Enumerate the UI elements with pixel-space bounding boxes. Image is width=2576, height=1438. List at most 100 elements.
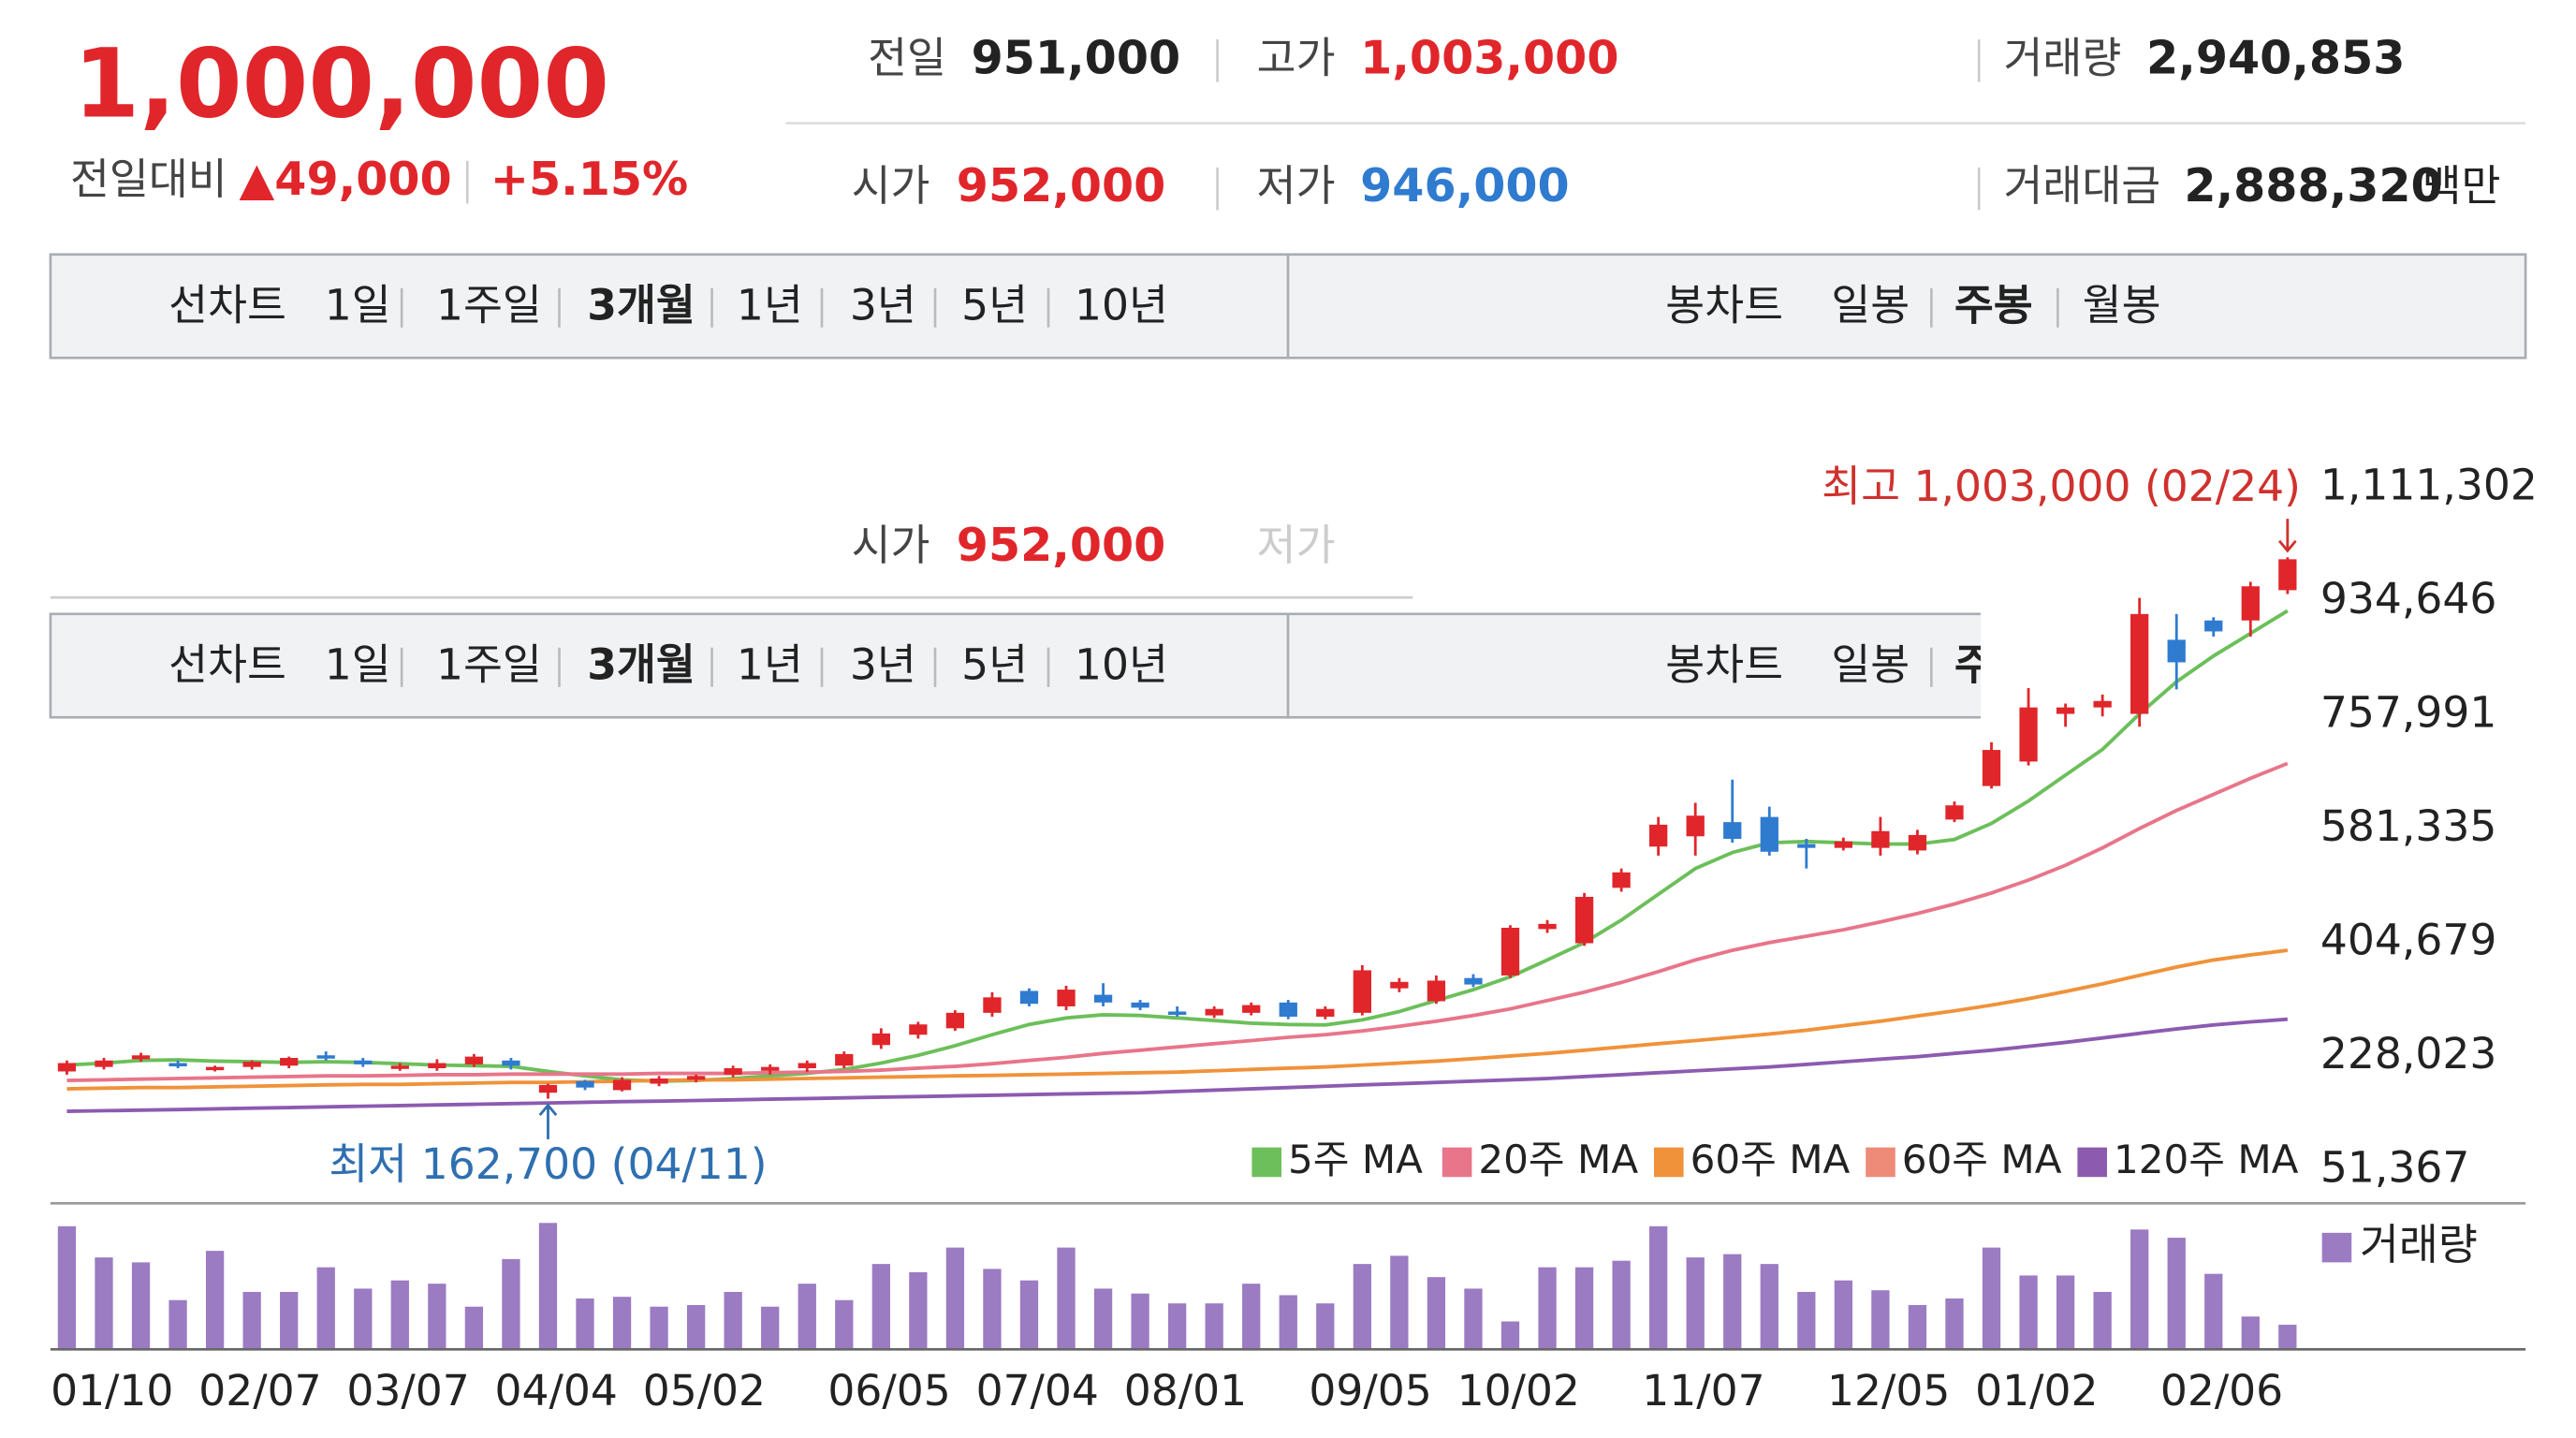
volume-bar — [576, 1298, 594, 1350]
ma-line — [66, 1017, 2288, 1113]
candle-body — [686, 1076, 706, 1080]
candle-body — [2056, 707, 2075, 714]
legend-label: 60주 MA — [1902, 1137, 2062, 1182]
tab[interactable]: 3개월 — [587, 639, 695, 689]
tab[interactable]: 1년 — [737, 280, 803, 330]
summary-label: 시가 — [852, 521, 930, 570]
tab[interactable]: 1주일 — [436, 639, 542, 689]
volume-bar — [538, 1223, 558, 1350]
candle-body — [909, 1024, 928, 1035]
candle-body — [1242, 1005, 1261, 1013]
tab[interactable]: 1일 — [325, 280, 391, 330]
volume-bar — [95, 1257, 113, 1350]
volume-bar — [909, 1271, 928, 1350]
candle-body — [1834, 841, 1853, 848]
tab: 봉차트 — [1665, 280, 1783, 330]
candle-body — [95, 1060, 113, 1067]
annotation-low: 최저 162,700 (04/11) — [329, 1139, 767, 1189]
tab[interactable]: 일봉 — [1831, 280, 1910, 330]
tab[interactable]: 3년 — [850, 639, 916, 689]
candle-body — [1131, 1002, 1149, 1008]
volume-bar — [1908, 1304, 1927, 1350]
tab[interactable]: 월봉 — [2083, 280, 2161, 330]
x-tick-label: 10/02 — [1457, 1366, 1580, 1416]
candle-body — [2204, 620, 2223, 632]
x-tick-label: 01/02 — [1975, 1366, 2098, 1416]
volume-bar — [1093, 1288, 1113, 1350]
volume-bar — [1760, 1264, 1778, 1350]
legend-label: 20주 MA — [1478, 1137, 1638, 1182]
legend-swatch — [1654, 1147, 1684, 1178]
x-tick-label: 09/05 — [1309, 1366, 1431, 1416]
tab[interactable]: 10년 — [1075, 280, 1168, 330]
tab[interactable]: 10년 — [1075, 639, 1168, 689]
volume-bar — [650, 1306, 668, 1350]
legend-swatch — [1866, 1147, 1895, 1178]
candle-body — [761, 1066, 780, 1071]
y-tick-label: 404,679 — [2320, 916, 2496, 965]
summary-unit: 백만 — [2422, 161, 2501, 211]
tab[interactable]: 주봉 — [1954, 280, 2033, 330]
x-tick-label: 06/05 — [827, 1366, 950, 1416]
volume-bar — [464, 1306, 484, 1350]
tab-bar-overlay: 선차트 1일 1주일 3개월 1년 3년 5년 10년 봉차트 일봉 주봉 월봉 — [49, 612, 2161, 719]
tab[interactable]: 5년 — [961, 639, 1028, 689]
tab-bar: 선차트 1일 1주일 3개월 1년 3년 5년 10년 봉차트 일봉 주봉 월봉 — [49, 253, 2527, 360]
tab[interactable]: 5년 — [961, 280, 1028, 330]
volume-bar — [686, 1304, 706, 1350]
tab[interactable]: 주봉 — [1954, 639, 2033, 689]
volume-bar — [2130, 1229, 2149, 1350]
candle-body — [1093, 994, 1113, 1003]
summary-label: 전일 — [868, 33, 946, 82]
tab[interactable]: 3년 — [850, 280, 916, 330]
candle-body — [390, 1065, 409, 1069]
x-tick-label: 05/02 — [643, 1366, 766, 1416]
x-tick-label: 01/10 — [51, 1366, 173, 1416]
candle-body — [428, 1063, 446, 1069]
tab[interactable]: 월봉 — [2083, 639, 2161, 689]
volume-bar — [1057, 1247, 1076, 1350]
volume-bar — [1945, 1298, 1964, 1350]
x-tick-label: 02/06 — [2160, 1366, 2283, 1416]
volume-bar — [57, 1225, 77, 1350]
candle-body — [1612, 872, 1631, 888]
candle-body — [1057, 990, 1076, 1006]
volume-bar — [761, 1306, 780, 1350]
candle-body — [2278, 559, 2297, 591]
candle-body — [1353, 970, 1371, 1013]
candle-body — [612, 1079, 632, 1091]
change-percent: +5.15% — [490, 152, 688, 206]
legend-swatch — [2321, 1232, 2352, 1263]
candle-body — [871, 1033, 890, 1046]
summary-value: 1,003,000 — [1360, 30, 1618, 84]
tab-bar-background — [49, 612, 1981, 719]
tab[interactable]: 일봉 — [1831, 639, 1910, 689]
volume-bar — [1242, 1284, 1261, 1350]
volume-bar — [1464, 1288, 1483, 1350]
candle-body — [2019, 707, 2038, 762]
candle-body — [1760, 816, 1778, 852]
summary-label: 거래량 — [2003, 33, 2121, 82]
volume-bar — [242, 1291, 261, 1350]
tab[interactable]: 3개월 — [587, 280, 695, 330]
x-tick-label: 08/01 — [1124, 1366, 1247, 1416]
candle-body — [1019, 990, 1039, 1005]
volume-bar — [1538, 1267, 1557, 1350]
volume-bar — [1686, 1257, 1705, 1350]
volume-bar — [354, 1288, 373, 1350]
y-tick-label: 228,023 — [2320, 1029, 2496, 1078]
summary-label: 저가 — [1257, 521, 1336, 570]
tab[interactable]: 1일 — [325, 639, 391, 689]
volume-bar — [1574, 1267, 1594, 1350]
tab[interactable]: 1주일 — [436, 280, 542, 330]
volume-bar — [724, 1291, 742, 1350]
volume-bar — [1353, 1264, 1371, 1350]
y-tick-label: 51,367 — [2320, 1143, 2469, 1193]
candle-body — [464, 1056, 484, 1064]
tab[interactable]: 1년 — [737, 639, 803, 689]
candle-body — [983, 997, 1002, 1013]
candle-body — [1686, 815, 1705, 837]
candle-body — [724, 1068, 742, 1075]
legend-swatch — [1251, 1147, 1281, 1178]
